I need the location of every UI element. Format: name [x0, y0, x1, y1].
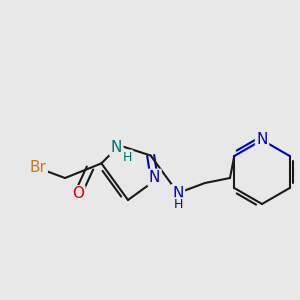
Text: N: N	[172, 185, 184, 200]
Text: Br: Br	[30, 160, 46, 175]
Text: N: N	[256, 133, 268, 148]
Text: N: N	[111, 140, 122, 155]
Text: N: N	[149, 170, 160, 185]
Text: H: H	[123, 151, 132, 164]
Text: H: H	[173, 199, 183, 212]
Text: O: O	[72, 187, 84, 202]
